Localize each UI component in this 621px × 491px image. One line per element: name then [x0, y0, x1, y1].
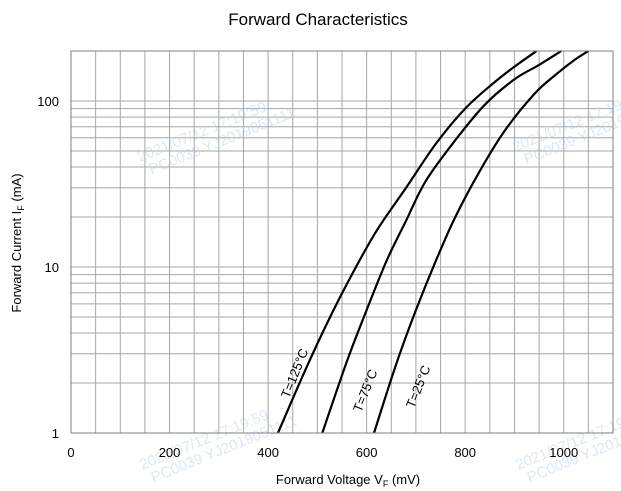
- y-tick-label: 10: [45, 260, 59, 275]
- watermark-text: 2021/07/12 17:19:59PC0039 YJ2019051111: [510, 79, 621, 170]
- plot-frame: [70, 50, 614, 434]
- series-line-3: [372, 50, 589, 434]
- x-tick-label: 1000: [549, 445, 578, 460]
- data-series: [276, 50, 589, 434]
- y-axis-label: Forward Current IF (mA): [9, 173, 26, 312]
- watermark-text: 2021/07/12 17:19:59PC0039 YJ2019051111: [513, 397, 621, 488]
- chart-title: Forward Characteristics: [228, 10, 408, 29]
- series-label-1: T=125°C: [278, 346, 311, 400]
- y-tick-label: 1: [52, 426, 59, 441]
- x-tick-label: 200: [159, 445, 181, 460]
- x-tick-labels: 0 200 400 600 800 1000: [67, 445, 578, 460]
- x-tick-label: 0: [67, 445, 74, 460]
- x-tick-label: 600: [356, 445, 378, 460]
- series-line-1: [276, 50, 538, 434]
- y-tick-labels: 1 10 100: [37, 94, 59, 441]
- series-label-2: T=75°C: [350, 367, 381, 414]
- series-label-3: T=25°C: [403, 363, 434, 410]
- x-axis-label: Forward Voltage VF (mV): [276, 472, 420, 489]
- x-tick-label: 400: [257, 445, 279, 460]
- series-line-2: [321, 50, 562, 434]
- x-tick-label: 800: [454, 445, 476, 460]
- y-tick-label: 100: [37, 94, 59, 109]
